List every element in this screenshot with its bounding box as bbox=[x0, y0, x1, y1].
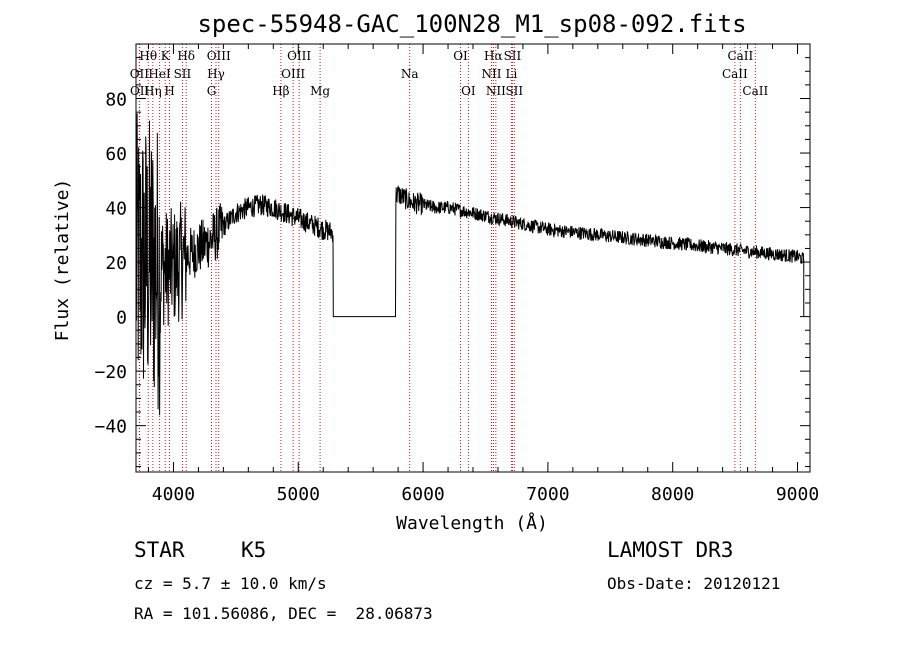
x-tick-label: 5000 bbox=[277, 484, 320, 505]
plot-frame bbox=[135, 43, 811, 473]
line-label-16: Na bbox=[401, 67, 419, 81]
y-tick-label: 80 bbox=[105, 90, 127, 111]
x-tick-label: 6000 bbox=[401, 484, 444, 505]
line-label-0: Hθ bbox=[139, 49, 157, 63]
line-label-9: OIII bbox=[207, 49, 231, 63]
x-tick-label: 8000 bbox=[651, 484, 694, 505]
line-label-5: HeI bbox=[148, 67, 171, 81]
observation-date: Obs-Date: 20120121 bbox=[607, 574, 781, 593]
line-label-27: CaII bbox=[742, 84, 768, 98]
object-subclass: K5 bbox=[241, 538, 267, 562]
y-tick-label: 20 bbox=[105, 253, 127, 274]
line-label-23: Li bbox=[506, 67, 518, 81]
line-label-3: Hη bbox=[144, 84, 162, 98]
spectrum-trace bbox=[135, 113, 805, 416]
line-label-26: CaII bbox=[722, 67, 748, 81]
line-label-4: K bbox=[161, 49, 171, 63]
y-tick-label: 0 bbox=[116, 308, 127, 329]
line-label-24: SII bbox=[505, 84, 523, 98]
x-tick-label: 4000 bbox=[152, 484, 195, 505]
x-tick-label: 9000 bbox=[776, 484, 819, 505]
line-label-14: Hβ bbox=[272, 84, 289, 98]
survey-name: LAMOST DR3 bbox=[607, 538, 734, 562]
y-tick-label: −40 bbox=[94, 417, 127, 438]
y-tick-label: 40 bbox=[105, 199, 127, 220]
line-label-21: NII bbox=[486, 84, 506, 98]
line-label-7: Hδ bbox=[177, 49, 195, 63]
x-axis-label: Wavelength (Å) bbox=[396, 512, 548, 534]
y-tick-label: −20 bbox=[94, 362, 127, 383]
line-label-25: CaII bbox=[727, 49, 753, 63]
line-label-15: Mg bbox=[310, 84, 330, 98]
line-label-10: Hγ bbox=[207, 67, 225, 81]
line-label-17: OI bbox=[453, 49, 468, 63]
object-class: STAR bbox=[134, 538, 185, 562]
line-label-13: OIII bbox=[281, 67, 305, 81]
y-tick-label: 60 bbox=[105, 144, 127, 165]
line-label-18: OI bbox=[461, 84, 476, 98]
line-label-2: OII bbox=[130, 84, 150, 98]
line-label-22: SII bbox=[504, 49, 522, 63]
redshift-readout: cz = 5.7 ± 10.0 km/s bbox=[134, 574, 327, 593]
coordinates-readout: RA = 101.56086, DEC = 28.06873 bbox=[134, 604, 433, 623]
spectrum-layer bbox=[135, 113, 805, 416]
x-tick-label: 7000 bbox=[526, 484, 569, 505]
y-axis-label: Flux (relative) bbox=[52, 179, 73, 342]
x-axis: 4000 5000 6000 7000 8000 9000 bbox=[147, 44, 819, 505]
chart-title: spec-55948-GAC_100N28_M1_sp08-092.fits bbox=[197, 10, 746, 38]
y-axis: −40 −20 0 20 40 60 80 bbox=[94, 43, 810, 468]
line-label-12: OIII bbox=[287, 49, 311, 63]
line-label-11: G bbox=[207, 84, 217, 98]
line-label-6: H bbox=[164, 84, 174, 98]
line-label-19: Hα bbox=[484, 49, 503, 63]
line-label-20: NII bbox=[481, 67, 501, 81]
line-label-8: SII bbox=[174, 67, 192, 81]
